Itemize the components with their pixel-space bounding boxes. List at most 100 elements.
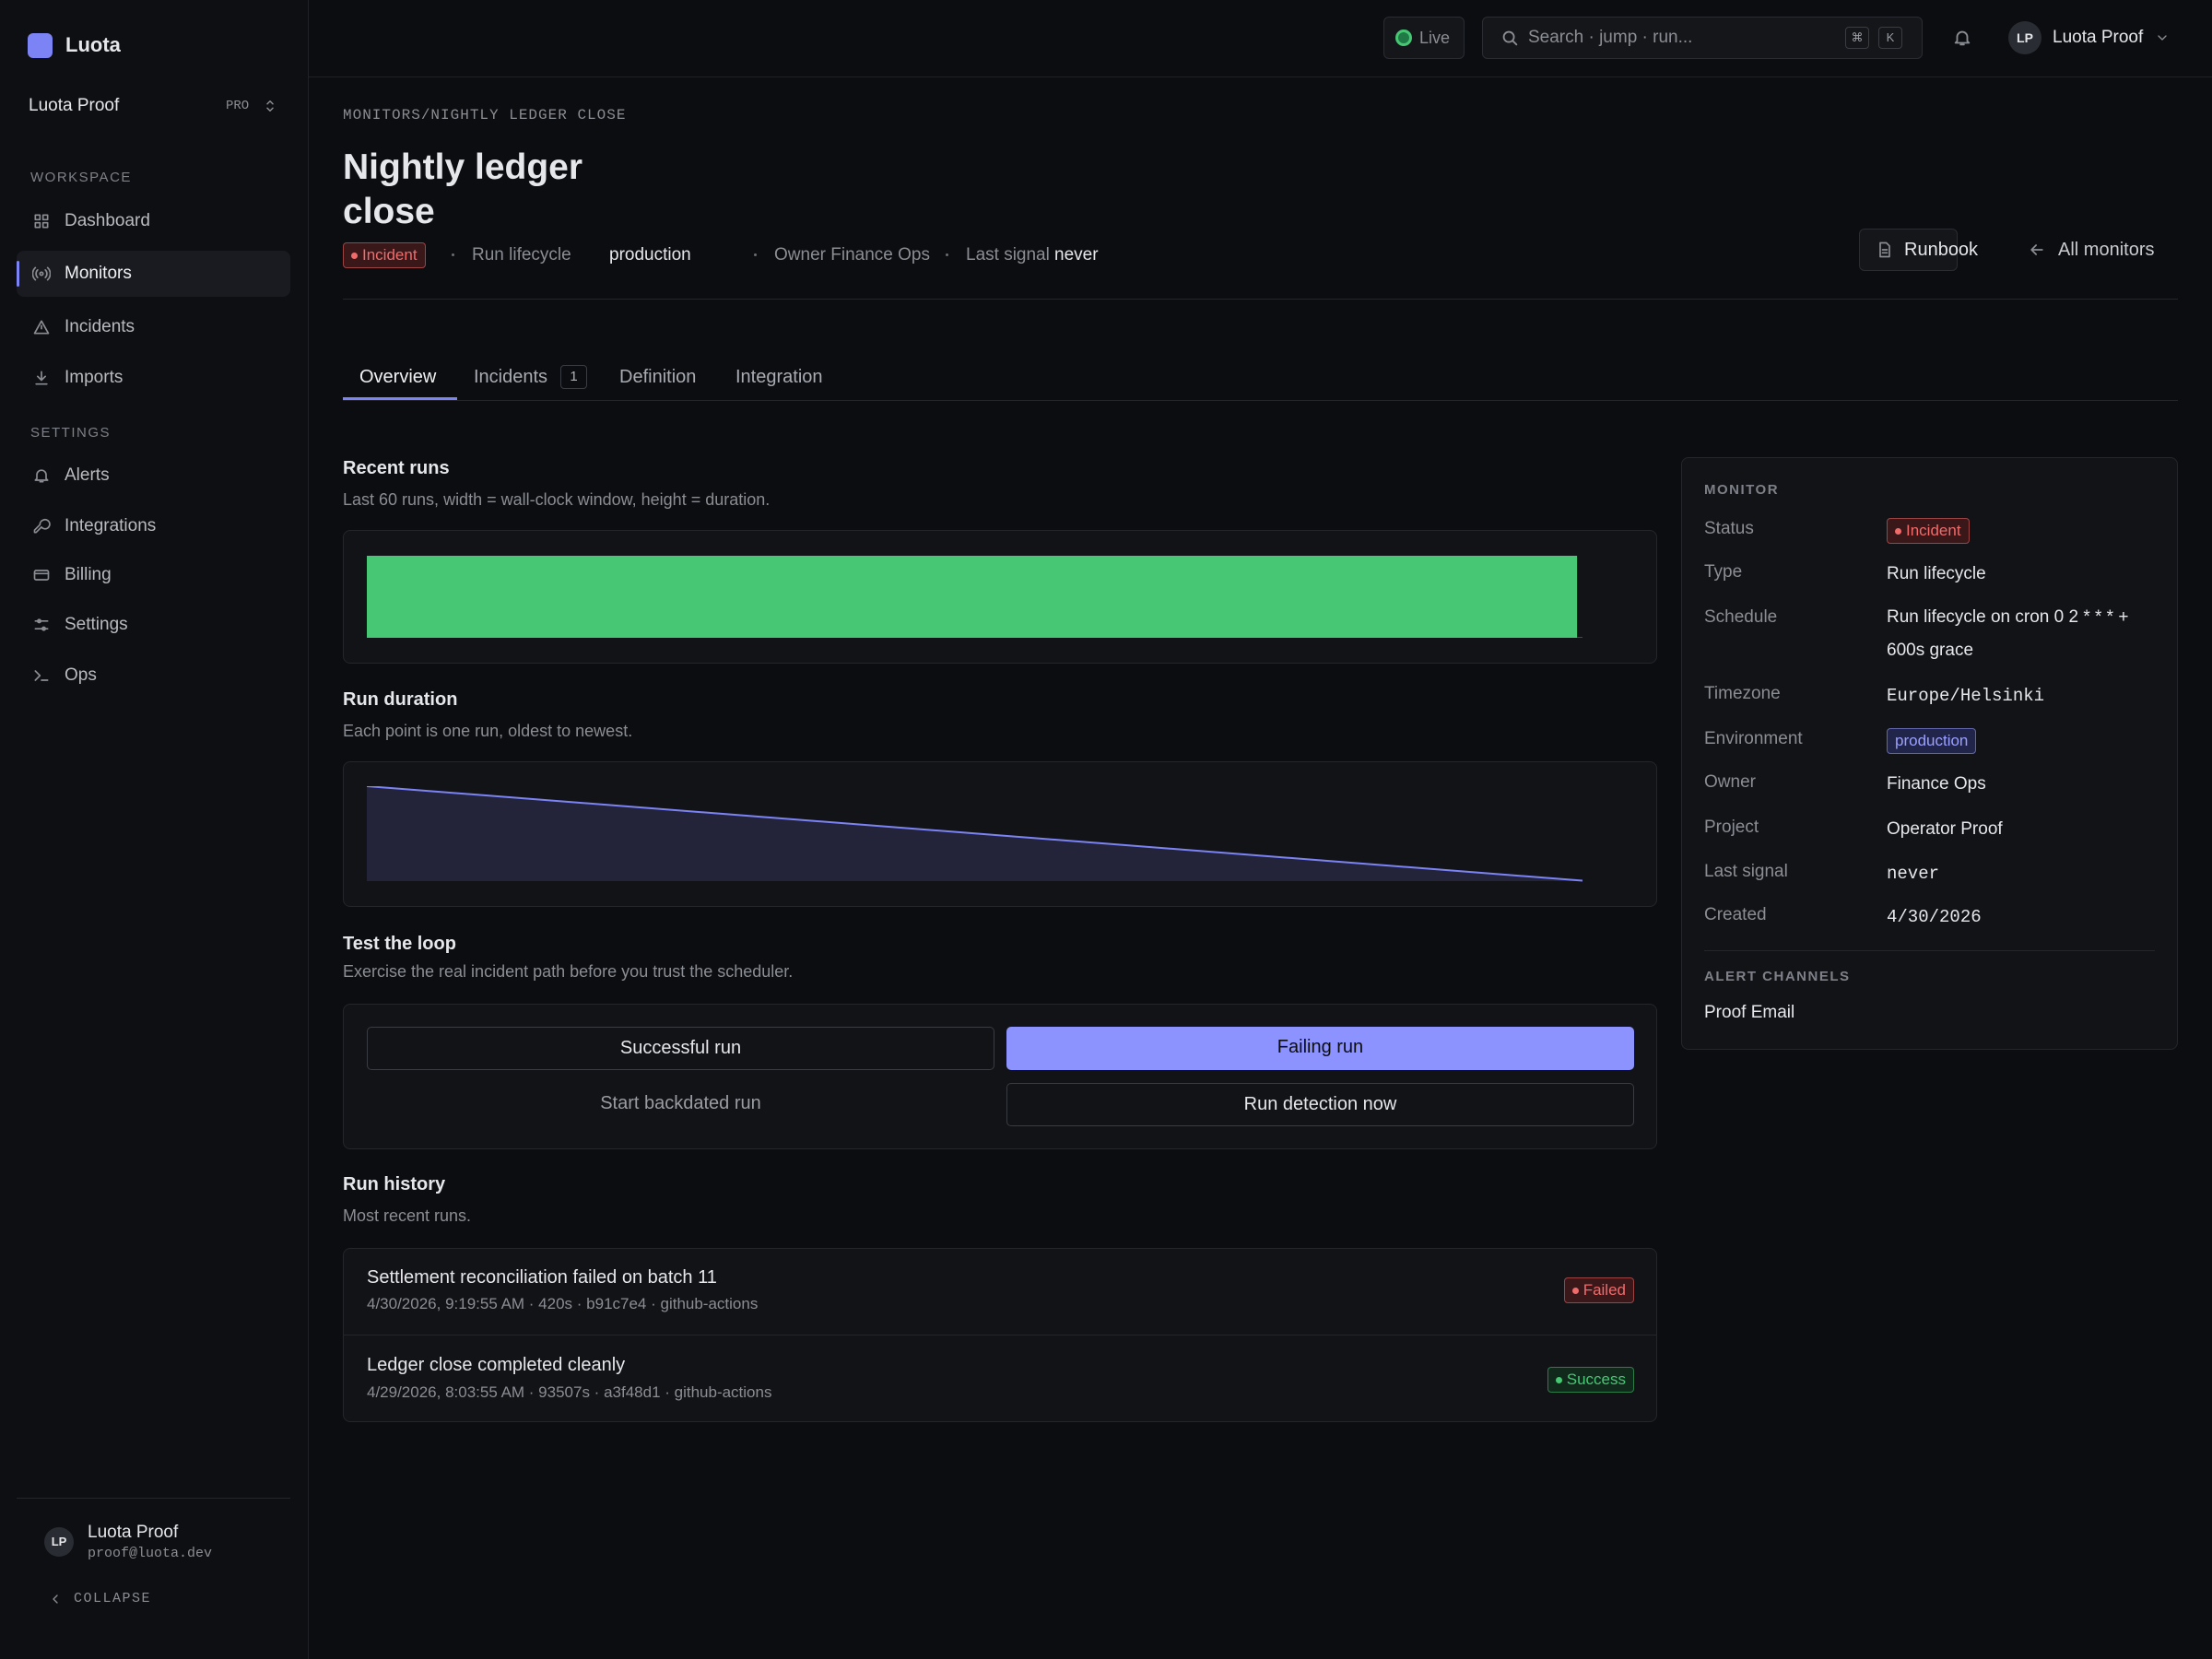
panel-divider <box>1704 950 2155 951</box>
panel-value: never <box>1887 864 1940 884</box>
panel-label: Timezone <box>1704 684 1781 703</box>
panel-value: Run lifecycle on cron 0 2 * * * + 600s g… <box>1887 607 2129 660</box>
status-badge: Incident <box>1887 518 1970 544</box>
icon <box>266 100 274 112</box>
section-title: Recent runs <box>343 458 450 478</box>
breadcrumb: MONITORS/NIGHTLY LEDGER CLOSE <box>343 107 627 124</box>
icon <box>35 371 48 385</box>
tab[interactable]: Integration <box>735 367 823 387</box>
panel-label: Created <box>1704 905 1767 924</box>
panel-label: Last signal <box>1704 862 1788 881</box>
icon <box>34 469 49 483</box>
section-title: Run duration <box>343 689 458 710</box>
sidebar-divider <box>17 1498 290 1499</box>
run-title: Ledger close completed cleanly <box>367 1355 626 1375</box>
tab[interactable]: Incidents <box>474 367 548 387</box>
panel-title: MONITOR <box>1704 482 1780 498</box>
status-badge: Incident <box>343 242 426 268</box>
runbook-button[interactable] <box>1859 229 1958 271</box>
icon <box>32 266 51 281</box>
run-title: Settlement reconciliation failed on batc… <box>367 1267 717 1288</box>
panel-value: Run lifecycle <box>1887 564 1986 583</box>
kbd: K <box>1878 27 1902 49</box>
chart-card <box>343 761 1657 907</box>
section-subtitle: Most recent runs. <box>343 1206 472 1225</box>
panel-label: Project <box>1704 818 1759 837</box>
nav-item[interactable]: Alerts <box>65 465 110 485</box>
plan: PRO <box>226 99 250 113</box>
panel-label: Environment <box>1704 729 1803 748</box>
tab[interactable]: Definition <box>619 367 697 387</box>
nav-item[interactable]: Incidents <box>65 317 135 336</box>
icon <box>1502 30 1518 46</box>
button[interactable]: Failing run <box>1006 1027 1634 1070</box>
nav-item[interactable]: Dashboard <box>65 211 150 230</box>
logo <box>28 33 53 58</box>
panel-label: Type <box>1704 562 1743 582</box>
section-title: Test the loop <box>343 934 456 954</box>
nav-active-bar <box>17 261 19 287</box>
topbar-border <box>309 76 2212 77</box>
panel-value: 4/30/2026 <box>1887 907 1982 927</box>
icon <box>1954 30 1971 46</box>
button[interactable]: Run detection now <box>1006 1083 1634 1126</box>
icon <box>33 518 51 534</box>
panel-value: Finance Ops <box>1887 774 1986 794</box>
search-box[interactable] <box>1482 17 1923 59</box>
section-subtitle: Exercise the real incident path before y… <box>343 962 794 981</box>
chart <box>367 556 1583 638</box>
button[interactable]: Successful run <box>367 1027 994 1070</box>
panel-label: Schedule <box>1704 607 1778 627</box>
nav-section-title: SETTINGS <box>30 425 112 441</box>
icon <box>53 1594 58 1604</box>
button[interactable]: Start backdated run <box>600 1093 761 1113</box>
panel-value: Europe/Helsinki <box>1887 686 2045 706</box>
run-bar <box>367 556 1578 638</box>
nav-item[interactable]: Imports <box>65 368 124 387</box>
section-title: Run history <box>343 1174 446 1194</box>
user-email: proof@luota.dev <box>88 1546 213 1561</box>
tab[interactable]: Overview <box>359 367 437 387</box>
live: Live <box>1419 29 1451 47</box>
page-title: Nightly ledger close <box>343 147 583 231</box>
top-avatar: LP <box>2008 21 2041 54</box>
environment-badge: production <box>1887 728 1977 754</box>
loop-card <box>343 1004 1657 1149</box>
icon <box>1879 241 1890 258</box>
user-name: Luota Proof <box>88 1523 179 1542</box>
tabs-border <box>343 400 2178 401</box>
icon <box>2030 244 2043 255</box>
all-monitors[interactable]: All monitors <box>2058 240 2155 260</box>
tab-underline <box>343 397 457 400</box>
section-subtitle: Each point is one run, oldest to newest. <box>343 722 633 740</box>
icon <box>34 214 49 229</box>
icon <box>34 670 49 681</box>
icon <box>33 320 50 335</box>
top-user-name: Luota Proof <box>2053 28 2144 47</box>
run-meta: 4/30/2026, 9:19:55 AM · 420s · b91c7e4 ·… <box>367 1295 759 1312</box>
brand: Luota <box>65 33 121 56</box>
meta-dot <box>946 253 948 256</box>
panel-value: Operator Proof <box>1887 819 2003 839</box>
icon <box>34 618 49 631</box>
nav-item[interactable]: Ops <box>65 665 97 685</box>
panel-label: Status <box>1704 519 1754 538</box>
section-subtitle: Last 60 runs, width = wall-clock window,… <box>343 490 771 509</box>
nav-section-title: WORKSPACE <box>30 170 132 185</box>
tab-count: 1 <box>560 365 587 389</box>
meta-last-signal: never <box>1054 245 1099 265</box>
runbook[interactable]: Runbook <box>1904 240 1979 260</box>
workspace-name: Luota Proof <box>29 96 120 115</box>
nav-item[interactable]: Monitors <box>65 264 132 283</box>
run-status: Failed <box>1563 1277 1634 1303</box>
nav-item[interactable]: Settings <box>65 615 128 634</box>
icon <box>2158 35 2167 41</box>
meta-owner: Owner Finance Ops <box>774 245 930 265</box>
run-status: Success <box>1547 1367 1634 1393</box>
collapse[interactable]: COLLAPSE <box>74 1591 152 1606</box>
nav-item[interactable]: Billing <box>65 565 112 584</box>
nav-active-bg <box>17 251 290 297</box>
nav-item[interactable]: Integrations <box>65 516 157 535</box>
alert-channel: Proof Email <box>1704 1003 1795 1022</box>
chart <box>367 786 1583 882</box>
